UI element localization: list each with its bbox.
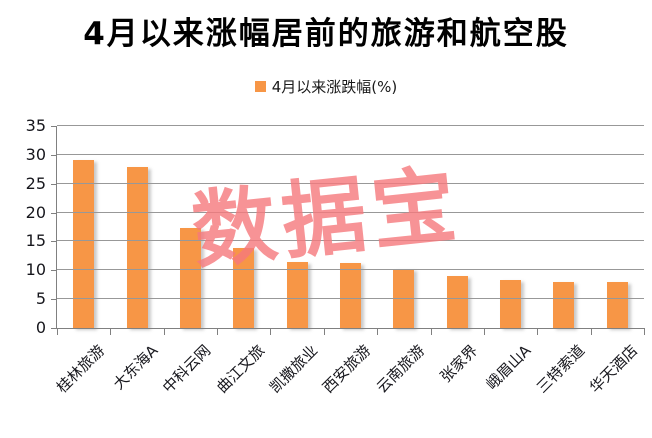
y-axis-label: 20 [25, 202, 46, 222]
x-axis-tick [484, 329, 485, 335]
x-axis-tick [57, 329, 58, 335]
bar-slot [110, 126, 163, 328]
bar [179, 228, 201, 328]
bar-slot [57, 126, 110, 328]
bar-slot [484, 126, 537, 328]
legend-marker-icon [254, 81, 266, 92]
plot-area [57, 125, 644, 328]
y-axis-label: 35 [25, 116, 46, 135]
gridline [57, 125, 644, 126]
y-axis-label: 30 [25, 144, 46, 164]
bar-slot [591, 126, 644, 328]
y-axis-tick [51, 184, 57, 185]
bar-slot [164, 126, 217, 328]
x-axis-label: 桂林旅游 [52, 341, 108, 397]
bar [339, 262, 361, 328]
x-axis-tick [591, 329, 592, 335]
gridline [57, 240, 644, 242]
gridline [57, 211, 644, 213]
y-axis-tick [51, 299, 57, 300]
bar [500, 280, 522, 328]
gridline [57, 269, 644, 271]
x-axis-tick [377, 329, 378, 335]
bar-slot [431, 126, 484, 328]
gridline [57, 182, 644, 184]
bar [553, 282, 575, 328]
bar-slot [270, 126, 323, 328]
bar [73, 160, 95, 328]
legend: 4月以来涨跌幅(%) [0, 76, 652, 97]
y-axis-tick [51, 270, 57, 271]
chart-title: 4月以来涨幅居前的旅游和航空股 [83, 16, 569, 52]
x-axis-tick [217, 329, 218, 335]
bar [606, 282, 628, 328]
legend-label: 4月以来涨跌幅(%) [271, 78, 398, 96]
bar [126, 166, 148, 328]
x-axis-label: 凯撒旅业 [266, 341, 322, 397]
x-axis-label: 中科云网 [159, 341, 215, 397]
bar-slot [217, 126, 270, 328]
bar-slot [324, 126, 377, 328]
y-axis-tick [51, 328, 57, 329]
x-axis-label: 张家界 [436, 341, 482, 386]
x-axis-tick [431, 329, 432, 335]
y-axis-tick [51, 155, 57, 156]
x-axis-label: 大东海A [109, 341, 162, 394]
gridline [57, 153, 644, 155]
x-axis-tick [324, 329, 325, 335]
y-axis-label: 15 [25, 231, 46, 251]
x-axis-label: 三特索道 [532, 341, 589, 397]
y-axis-tick [51, 213, 57, 214]
x-axis-tick [537, 329, 538, 335]
x-axis-tick [644, 329, 645, 335]
y-axis-tick [51, 126, 57, 127]
x-axis-label: 曲江文旅 [212, 341, 268, 397]
x-axis-label: 西安旅游 [319, 341, 375, 397]
bar [233, 247, 255, 328]
x-axis-line [56, 328, 645, 329]
y-axis-label: 25 [25, 173, 46, 193]
bar-series [57, 126, 644, 328]
y-axis-label: 0 [35, 318, 46, 337]
x-axis-tick [164, 329, 165, 335]
gridline [57, 298, 644, 300]
x-axis-label: 峨眉山A [482, 341, 535, 394]
bar [446, 276, 468, 328]
y-axis-tick [51, 241, 57, 242]
x-axis-tick [270, 329, 271, 335]
bar-slot [537, 126, 590, 328]
bar [286, 261, 308, 328]
y-axis-label: 5 [35, 289, 46, 309]
y-axis-line [56, 126, 57, 329]
x-axis-label: 华天酒店 [586, 341, 642, 397]
x-axis-label: 云南旅游 [372, 341, 429, 397]
x-axis-tick [110, 329, 111, 335]
y-axis-label: 10 [25, 260, 46, 280]
